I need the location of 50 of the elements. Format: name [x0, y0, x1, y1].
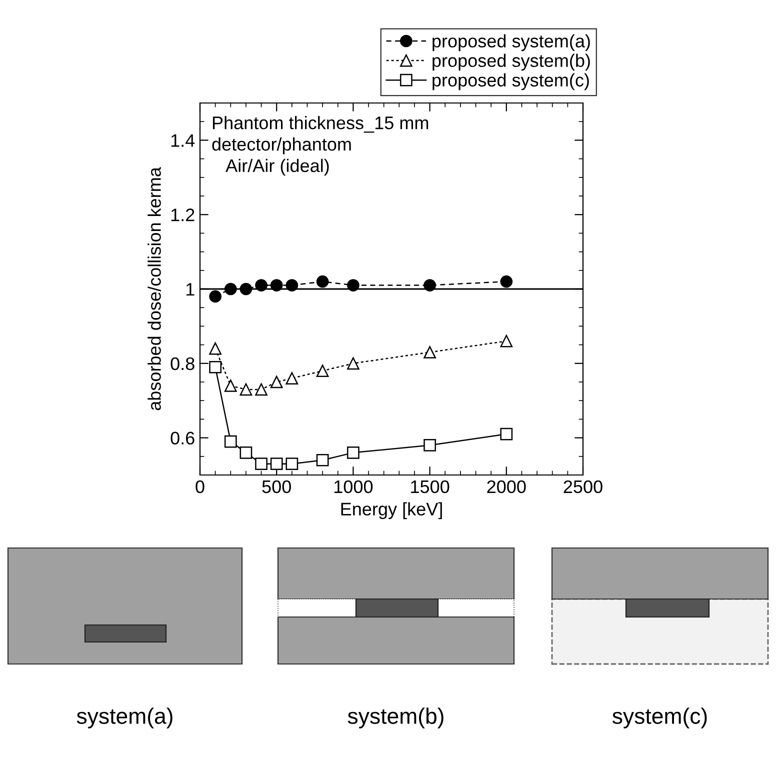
legend-label: proposed system(c): [432, 73, 589, 90]
point: [224, 435, 237, 448]
point: [286, 372, 298, 384]
x-tick-label: 2000: [487, 480, 526, 494]
point: [224, 282, 237, 296]
point: [255, 279, 268, 292]
point: [347, 446, 360, 459]
point: [240, 282, 252, 296]
x-axis-title: Energy [keV]: [341, 502, 442, 520]
y-tick-label: 0.8: [170, 357, 194, 370]
point: [500, 334, 513, 348]
y-tick-label: 1.4: [171, 134, 195, 147]
point: [424, 439, 436, 452]
point: [316, 454, 329, 466]
point: [286, 458, 298, 470]
text: system(c): [612, 708, 707, 728]
x-tick-label: 500: [262, 480, 291, 494]
point: [209, 342, 222, 355]
y-tick-label: 1: [186, 283, 194, 296]
legend-label: proposed system(b): [432, 54, 590, 71]
text: system(a): [76, 708, 172, 728]
point: [500, 275, 513, 288]
point: [224, 380, 237, 392]
point: [316, 275, 329, 288]
legend-label: proposed system(a): [432, 34, 590, 52]
y-tick-label: 0.6: [170, 432, 194, 445]
point: [270, 279, 283, 292]
x-tick-label: 1000: [334, 480, 373, 494]
x-tick-label: 1500: [411, 480, 450, 494]
y-tick-label: 1.2: [171, 208, 194, 222]
point: [255, 383, 268, 396]
point: [270, 458, 283, 470]
y-axis-title: absorbed dose/collision kerma: [148, 167, 161, 410]
text: system(b): [348, 708, 444, 728]
point: [255, 458, 268, 470]
point: [270, 376, 283, 388]
point: [424, 279, 436, 292]
point: [500, 428, 513, 440]
point: [209, 360, 222, 374]
point: [347, 279, 360, 292]
point: [316, 364, 329, 378]
x-tick-label: 0: [196, 480, 204, 494]
point: [240, 383, 252, 396]
point: [209, 290, 222, 303]
point: [347, 357, 360, 370]
annotation: Phantom thickness_15 mm detector/phantom Air/Air (ideal): [212, 116, 428, 176]
point: [286, 279, 298, 292]
point: [424, 346, 436, 358]
point: [240, 446, 252, 459]
x-tick-label: 2500: [564, 480, 602, 494]
